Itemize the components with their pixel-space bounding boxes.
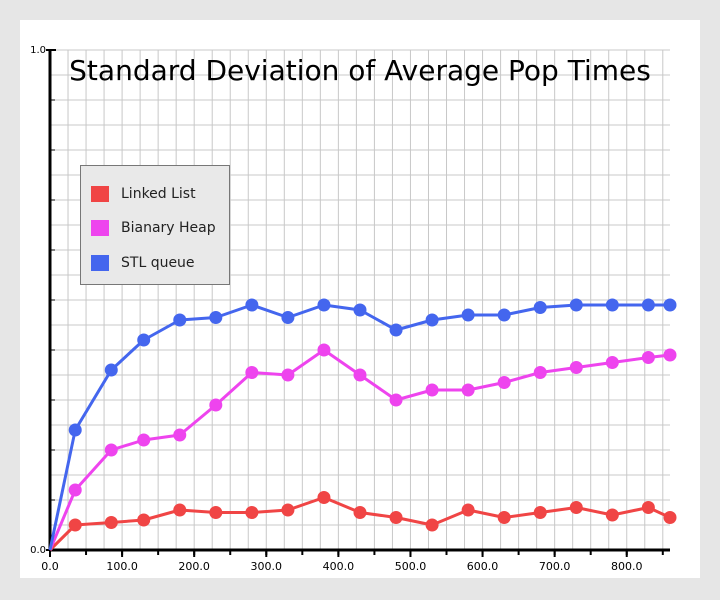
data-point-linked-list bbox=[663, 511, 677, 524]
data-point-stl-queue bbox=[663, 298, 677, 312]
data-point-bianary-heap bbox=[68, 483, 82, 497]
data-point-stl-queue bbox=[497, 308, 511, 322]
legend-item-stl-queue: STL queue bbox=[91, 253, 195, 273]
legend-swatch-linked-list bbox=[91, 186, 109, 202]
x-tick-label: 800.0 bbox=[611, 560, 643, 573]
x-tick-label: 700.0 bbox=[539, 560, 571, 573]
legend-swatch-stl-queue bbox=[91, 255, 109, 271]
data-point-stl-queue bbox=[281, 311, 295, 324]
legend-item-linked-list: Linked List bbox=[91, 184, 196, 204]
data-point-bianary-heap bbox=[137, 433, 151, 447]
legend-label-linked-list: Linked List bbox=[121, 186, 196, 202]
x-tick-label: 100.0 bbox=[106, 560, 138, 573]
data-point-linked-list bbox=[245, 506, 259, 519]
data-point-linked-list bbox=[137, 513, 151, 527]
data-point-bianary-heap bbox=[425, 383, 439, 397]
data-point-linked-list bbox=[68, 518, 82, 532]
data-point-stl-queue bbox=[389, 323, 403, 337]
chart-plot: 0.0 1.0 0.0 100.0 200.0 300.0 400.0 500.0 600.0 7… bbox=[30, 45, 677, 573]
data-point-stl-queue bbox=[353, 303, 367, 317]
data-point-stl-queue bbox=[209, 311, 223, 324]
data-point-stl-queue bbox=[533, 301, 547, 314]
data-point-linked-list bbox=[104, 516, 118, 529]
legend-item-binary-heap: Bianary Heap bbox=[91, 218, 216, 238]
data-point-stl-queue bbox=[461, 308, 475, 322]
data-point-bianary-heap bbox=[605, 356, 619, 369]
chart-title: Standard Deviation of Average Pop Times bbox=[69, 54, 651, 87]
data-point-linked-list bbox=[461, 503, 475, 517]
data-point-stl-queue bbox=[425, 313, 439, 327]
data-point-linked-list bbox=[497, 511, 511, 524]
data-point-linked-list bbox=[533, 506, 547, 519]
data-point-linked-list bbox=[641, 501, 655, 514]
data-point-linked-list bbox=[605, 508, 619, 522]
data-point-linked-list bbox=[317, 491, 331, 504]
data-point-stl-queue bbox=[173, 313, 187, 327]
data-point-bianary-heap bbox=[209, 398, 223, 412]
data-point-stl-queue bbox=[641, 298, 655, 312]
data-point-bianary-heap bbox=[317, 343, 331, 357]
x-tick-label: 600.0 bbox=[467, 560, 499, 573]
data-point-stl-queue bbox=[317, 298, 331, 312]
data-point-bianary-heap bbox=[641, 351, 655, 364]
data-point-bianary-heap bbox=[533, 366, 547, 379]
x-tick-label: 0.0 bbox=[41, 560, 59, 573]
data-point-linked-list bbox=[281, 503, 295, 517]
data-point-bianary-heap bbox=[173, 428, 187, 442]
data-point-bianary-heap bbox=[104, 443, 118, 457]
data-point-linked-list bbox=[425, 518, 439, 532]
x-tick-label: 500.0 bbox=[395, 560, 427, 573]
chart-frame: 0.0 1.0 0.0 100.0 200.0 300.0 400.0 500.0 600.0 7… bbox=[20, 20, 700, 578]
data-point-bianary-heap bbox=[497, 376, 511, 389]
data-point-bianary-heap bbox=[461, 383, 475, 397]
data-point-stl-queue bbox=[245, 298, 259, 312]
legend-label-stl-queue: STL queue bbox=[121, 255, 195, 271]
x-tick-label: 200.0 bbox=[178, 560, 210, 573]
x-tick-label: 400.0 bbox=[323, 560, 355, 573]
data-point-stl-queue bbox=[104, 363, 118, 377]
data-point-bianary-heap bbox=[245, 366, 259, 379]
data-point-linked-list bbox=[173, 503, 187, 517]
chart-legend: Linked List Bianary Heap STL queue bbox=[80, 165, 230, 285]
data-point-stl-queue bbox=[605, 298, 619, 312]
data-point-bianary-heap bbox=[663, 348, 677, 362]
x-tick-label: 300.0 bbox=[251, 560, 283, 573]
data-point-bianary-heap bbox=[353, 368, 367, 382]
data-point-bianary-heap bbox=[569, 361, 583, 374]
data-point-linked-list bbox=[389, 511, 403, 524]
data-point-stl-queue bbox=[137, 333, 151, 347]
legend-label-binary-heap: Bianary Heap bbox=[121, 220, 216, 236]
data-point-bianary-heap bbox=[389, 393, 403, 407]
y-tick-label: 1.0 bbox=[30, 45, 46, 56]
y-tick-label: 0.0 bbox=[30, 545, 46, 556]
data-point-linked-list bbox=[209, 506, 223, 519]
data-point-stl-queue bbox=[569, 298, 583, 312]
data-point-bianary-heap bbox=[281, 368, 295, 382]
data-point-linked-list bbox=[353, 506, 367, 519]
data-point-linked-list bbox=[569, 501, 583, 514]
legend-swatch-binary-heap bbox=[91, 220, 109, 236]
data-point-stl-queue bbox=[68, 423, 82, 437]
